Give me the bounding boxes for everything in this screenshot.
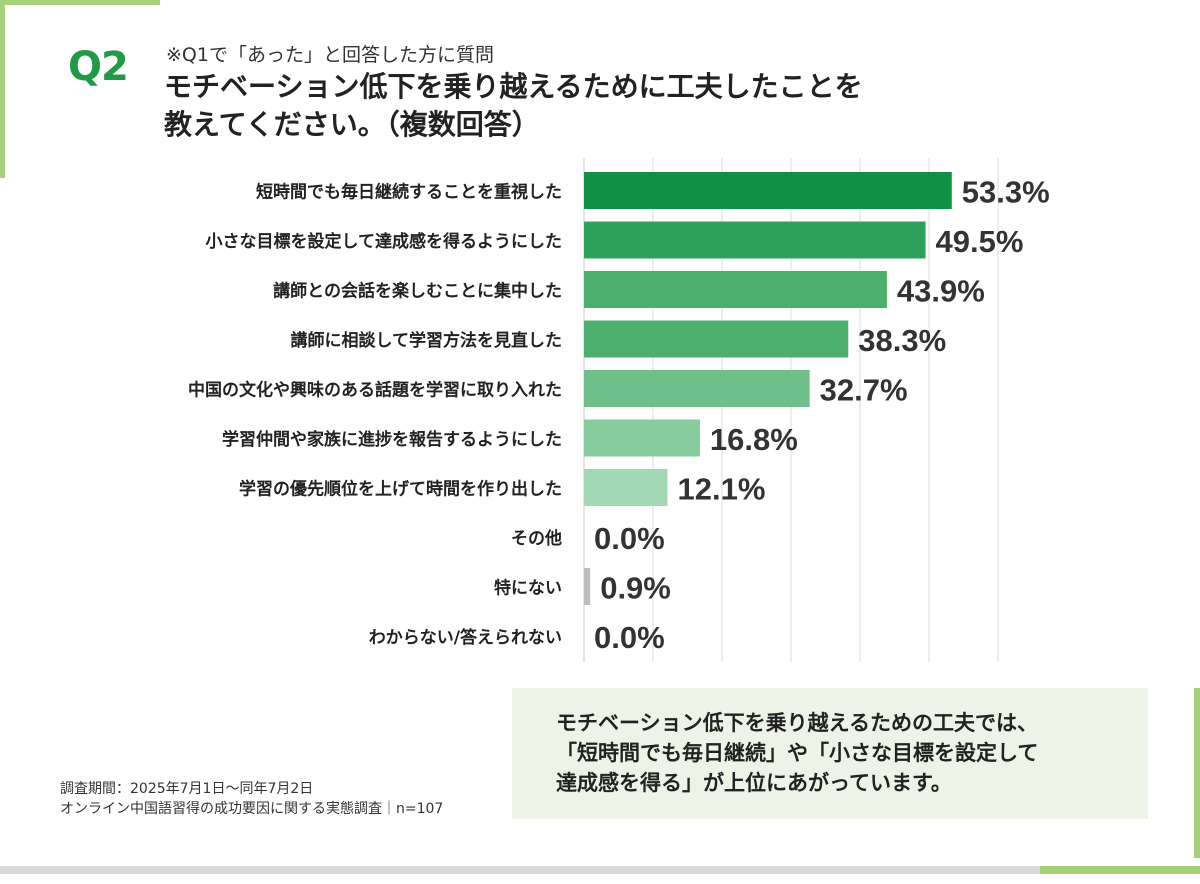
right-accent-line <box>1194 688 1200 858</box>
top-accent-line <box>0 0 160 5</box>
category-label: 短時間でも毎日継続することを重視した <box>256 182 562 203</box>
bar <box>584 419 700 457</box>
category-label: 学習仲間や家族に進捗を報告するようにした <box>222 429 562 450</box>
category-label: 学習の優先順位を上げて時間を作り出した <box>239 479 562 500</box>
category-label: 講師との会話を楽しむことに集中した <box>273 281 562 302</box>
bar <box>584 469 668 506</box>
question-note: ※Q1で「あった」と回答した方に質問 <box>166 44 494 66</box>
category-label: 講師に相談して学習方法を見直した <box>291 330 563 351</box>
bottom-green-line <box>1040 866 1200 874</box>
summary-box: モチベーション低下を乗り越えるための工夫では、 「短時間でも毎日継続」や「小さな… <box>512 688 1148 819</box>
summary-text: モチベーション低下を乗り越えるための工夫では、 「短時間でも毎日継続」や「小さな… <box>556 711 1039 795</box>
bar <box>584 172 952 209</box>
value-label: 53.3% <box>962 175 1050 210</box>
left-accent-line <box>0 0 5 178</box>
bar <box>584 271 887 308</box>
value-label: 12.1% <box>677 472 765 507</box>
category-label: わからない/答えられない <box>369 627 562 648</box>
value-label: 0.0% <box>594 521 665 556</box>
bottom-gray-line <box>0 866 1040 874</box>
value-label: 0.9% <box>600 571 671 606</box>
bar <box>584 320 849 358</box>
value-label: 0.0% <box>594 620 665 655</box>
value-label: 43.9% <box>897 274 985 309</box>
survey-period: 調査期間：2025年7月1日～同年7月2日 <box>60 781 314 797</box>
survey-source: 調査期間：2025年7月1日～同年7月2日 オンライン中国語習得の成功要因に関す… <box>60 779 443 819</box>
value-label: 16.8% <box>710 422 798 457</box>
category-label: 中国の文化や興味のある話題を学習に取り入れた <box>188 380 562 401</box>
category-label: その他 <box>511 528 562 549</box>
question-number: Q2 <box>68 44 129 90</box>
bar <box>584 221 926 259</box>
bar <box>584 568 591 605</box>
question-title: モチベーション低下を乗り越えるために工夫したことを 教えてください。（複数回答） <box>164 70 863 141</box>
value-label: 49.5% <box>936 224 1024 259</box>
value-label: 38.3% <box>858 323 946 358</box>
value-label: 32.7% <box>820 373 908 408</box>
category-label: 小さな目標を設定して達成感を得るようにした <box>206 231 563 252</box>
bar <box>584 370 810 407</box>
category-label: 特にない <box>494 578 562 599</box>
survey-name: オンライン中国語習得の成功要因に関する実態調査｜n=107 <box>60 801 444 817</box>
